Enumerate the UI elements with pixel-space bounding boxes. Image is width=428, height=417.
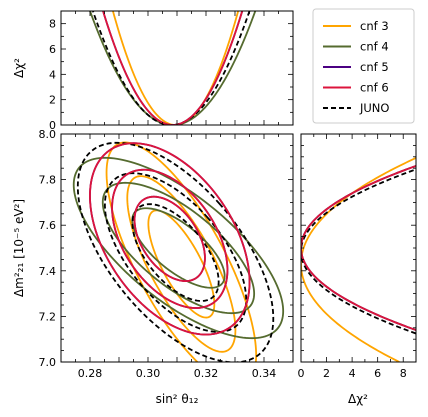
contour-cnf-4-level-3 — [72, 156, 285, 340]
legend: cnf 3 cnf 4 cnf 5 cnf 6 JUNO — [312, 8, 415, 124]
right-panel-frame — [300, 133, 417, 363]
legend-label-cnf-4: cnf 4 — [360, 40, 389, 54]
main-panel-ticks: 0.28 0.30 0.32 0.34 7.0 7.2 7.4 7.6 7.8 8.0 — [39, 128, 294, 380]
right-panel-xlabel: Δχ² — [348, 392, 368, 406]
main-ytick-label: 7.6 — [39, 219, 57, 232]
main-ytick-label: 7.4 — [39, 265, 57, 278]
right-panel-curves — [301, 156, 416, 362]
right-xtick-label: 0 — [298, 367, 305, 380]
contour-cnf-6-level-2 — [111, 168, 229, 309]
right-xtick-label: 8 — [400, 367, 407, 380]
contour-cnf-6-level-1 — [133, 195, 206, 282]
main-panel-ylabel: Δm²₂₁ [10⁻⁵ eV²] — [12, 199, 26, 297]
right-xtick-label: 6 — [374, 367, 381, 380]
right-panel: 0 2 4 6 8 Δχ² — [298, 133, 417, 406]
main-ytick-label: 7.8 — [39, 174, 57, 187]
legend-label-cnf-6: cnf 6 — [360, 81, 389, 95]
contour-cnf-6-level-3 — [89, 142, 251, 336]
top-panel-frame — [60, 10, 294, 126]
right-curve-cnf-6 — [301, 164, 416, 332]
main-ytick-label: 7.0 — [39, 356, 57, 369]
main-xtick-label: 0.34 — [252, 367, 277, 380]
main-panel-contours — [72, 141, 285, 362]
main-xtick-label: 0.30 — [136, 367, 161, 380]
main-xtick-label: 0.28 — [78, 367, 103, 380]
top-panel: 0 2 4 6 8 Δχ² — [12, 10, 294, 132]
top-panel-ylabel: Δχ² — [12, 58, 26, 78]
right-xtick-label: 4 — [349, 367, 356, 380]
top-ytick-label: 6 — [49, 43, 56, 56]
contour-cnf-4-level-2 — [101, 181, 256, 315]
top-panel-curves — [89, 11, 257, 125]
top-panel-ticks: 0 2 4 6 8 — [49, 10, 294, 132]
contour-cnf-5-level-1 — [133, 195, 206, 282]
top-ytick-label: 2 — [49, 94, 56, 107]
main-panel-frame — [60, 133, 294, 363]
legend-label-cnf-3: cnf 3 — [360, 19, 389, 33]
main-panel: 0.28 0.30 0.32 0.34 7.0 7.2 7.4 7.6 7.8 8.0 sin² … — [12, 128, 294, 406]
main-panel-xlabel: sin² θ₁₂ — [156, 392, 199, 406]
contour-cnf-4-level-1 — [131, 207, 226, 289]
contour-juno-level-3 — [76, 141, 275, 362]
top-ytick-label: 8 — [49, 18, 56, 31]
legend-label-cnf-5: cnf 5 — [360, 60, 389, 74]
top-ytick-label: 4 — [49, 68, 56, 81]
main-ytick-label: 8.0 — [39, 128, 57, 141]
contour-juno-level-2 — [103, 172, 248, 333]
top-ytick-label: 0 — [49, 119, 56, 132]
contour-juno-level-1 — [131, 203, 220, 302]
legend-box — [312, 8, 415, 124]
right-xtick-label: 2 — [323, 367, 330, 380]
right-panel-ticks: 0 2 4 6 8 — [298, 133, 417, 380]
right-curve-juno — [301, 168, 416, 335]
main-ytick-label: 7.2 — [39, 310, 57, 323]
legend-label-juno: JUNO — [359, 101, 389, 115]
top-curve-juno — [91, 11, 251, 125]
main-xtick-label: 0.32 — [194, 367, 219, 380]
contour-cnf-3-level-3 — [105, 141, 258, 362]
